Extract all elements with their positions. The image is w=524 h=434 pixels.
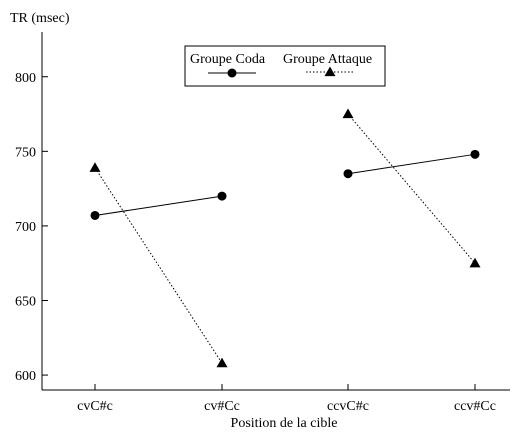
- series-line: [94, 167, 223, 364]
- data-point: [217, 191, 227, 201]
- data-point: [90, 210, 100, 220]
- x-tick-label: cvC#c: [77, 399, 113, 414]
- y-tick-label: 800: [15, 71, 36, 86]
- data-point: [342, 108, 354, 119]
- y-tick-label: 750: [15, 145, 36, 160]
- y-tick-label: 650: [15, 295, 36, 310]
- series-line: [347, 153, 476, 175]
- axes: [41, 32, 510, 391]
- x-tick-label: ccv#Cc: [454, 399, 496, 414]
- plot-area: [89, 108, 481, 368]
- series-line: [94, 195, 223, 216]
- x-axis-label: Position de la cible: [231, 416, 338, 431]
- x-ticks: cvC#c cv#Cc ccvC#c ccv#Cc: [77, 384, 496, 414]
- legend-label-coda: Groupe Coda: [190, 52, 266, 67]
- legend-marker-attaque: [324, 66, 336, 77]
- x-tick-label: ccvC#c: [327, 399, 369, 414]
- series-coda: [90, 149, 480, 220]
- y-tick-label: 600: [15, 369, 36, 384]
- data-point: [216, 357, 228, 368]
- y-axis-label: TR (msec): [10, 11, 70, 26]
- legend: Groupe Coda Groupe Attaque: [184, 45, 386, 87]
- series-line: [347, 113, 476, 264]
- x-tick-label: cv#Cc: [204, 399, 240, 414]
- data-point: [470, 149, 480, 159]
- y-tick-label: 700: [15, 220, 36, 235]
- legend-marker-coda: [227, 68, 237, 78]
- legend-box: [184, 45, 386, 87]
- data-point: [89, 162, 101, 172]
- series-attaque: [89, 108, 481, 368]
- data-point: [343, 169, 353, 179]
- data-point: [469, 257, 481, 268]
- legend-label-attaque: Groupe Attaque: [283, 52, 372, 67]
- y-ticks: 600 650 700 750 800: [15, 71, 48, 384]
